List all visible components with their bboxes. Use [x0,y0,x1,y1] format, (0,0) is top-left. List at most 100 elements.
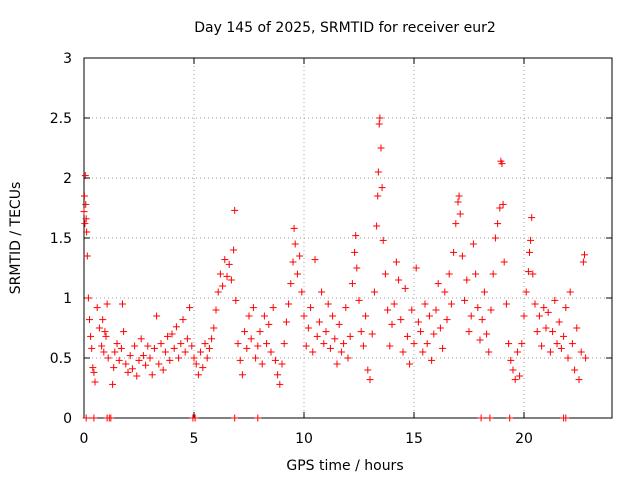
data-point [582,354,590,362]
data-point [90,368,98,376]
data-point [528,214,536,222]
data-point [166,356,174,364]
data-point [403,332,411,340]
data-point [577,348,585,356]
data-point [346,332,354,340]
data-point [392,258,400,266]
data-point [231,414,239,422]
data-point [150,344,158,352]
data-point [370,288,378,296]
data-point [557,344,565,352]
data-point [144,342,152,350]
data-point [535,312,543,320]
data-point [203,354,211,362]
data-point [205,344,213,352]
data-point [329,312,337,320]
data-point [119,300,126,308]
data-point [487,306,495,314]
data-point [496,204,504,212]
data-point [101,328,109,336]
data-point [309,348,317,356]
data-point [84,294,92,302]
data-point [290,224,298,232]
data-point [99,316,107,324]
y-tick-label: 0 [63,411,72,427]
data-point [399,348,407,356]
data-point [126,352,134,360]
data-point [271,356,279,364]
y-tick-label: 3 [63,51,72,67]
data-point [231,206,239,214]
data-point [320,340,328,348]
x-axis-label: GPS time / hours [286,458,403,474]
data-point [172,323,180,331]
data-point [377,144,385,152]
x-tick-label: 10 [295,431,313,447]
data-point [452,220,460,228]
data-point [498,160,506,168]
data-point [326,344,334,352]
data-point [243,344,251,352]
x-tick-label: 15 [405,431,423,447]
data-point [194,371,202,379]
data-point [397,316,405,324]
data-point [214,288,222,296]
data-point [408,306,416,314]
data-point [374,168,382,176]
data-point [148,371,156,379]
y-tick-label: 2 [63,171,72,187]
data-point [232,296,240,304]
data-point [379,236,387,244]
data-point [414,318,422,326]
data-point [384,306,392,314]
data-point [90,414,98,422]
data-point [342,304,350,312]
data-point [161,348,169,356]
data-point [439,344,447,352]
data-point [276,380,284,388]
data-point [318,288,326,296]
data-point [256,328,264,336]
data-point [80,192,88,200]
data-point [529,270,537,278]
data-point [560,332,568,340]
y-axis-label: SRMTID / TECUs [8,182,24,295]
data-point [109,380,117,388]
data-point [311,256,319,264]
data-point [289,258,297,266]
data-point [208,335,216,343]
data-point [225,260,233,268]
data-point [100,348,108,356]
data-point [575,376,583,384]
data-point [340,340,348,348]
data-point [249,304,257,312]
data-point [91,378,99,386]
data-point [280,340,288,348]
data-point [265,320,273,328]
data-point [128,365,136,373]
data-point [238,371,246,379]
data-point [146,354,154,362]
data-point [236,356,244,364]
data-point [531,300,539,308]
data-point [274,371,282,379]
y-tick-label: 0.5 [50,351,72,367]
data-point [315,318,323,326]
data-point [467,312,475,320]
data-point [425,312,433,320]
data-point [571,366,579,374]
x-tick-label: 5 [190,431,199,447]
data-point [538,342,546,350]
data-point [302,342,310,350]
data-point [142,361,150,369]
data-point [241,328,249,336]
data-point [573,324,581,332]
data-point [579,258,587,266]
data-point [260,312,268,320]
data-point [80,208,88,216]
data-point [254,342,262,350]
data-point [486,414,494,422]
data-point [247,335,255,343]
data-point [258,360,266,368]
data-points [80,114,590,422]
